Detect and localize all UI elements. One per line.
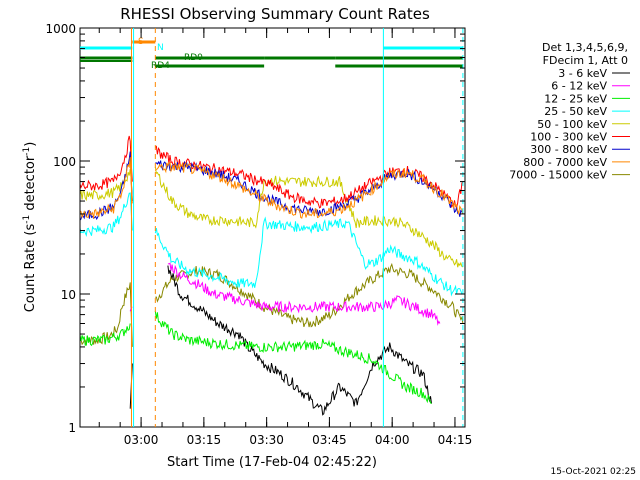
x-tick-label: 03:00: [124, 433, 159, 447]
saa-label: S: [138, 37, 144, 47]
legend-header-1: Det 1,3,4,5,6,9,: [542, 41, 628, 54]
y-axis-label-main: Count Rate (s: [23, 224, 38, 313]
footer-timestamp: 15-Oct-2021 02:25: [551, 467, 636, 477]
series-line-8-seg-0: [79, 157, 133, 219]
x-tick-label: 03:30: [249, 433, 284, 447]
y-tick-label: 10: [61, 288, 76, 302]
rd4-label: RD4: [151, 61, 170, 71]
y-tick-label: 1000: [45, 22, 76, 36]
series-line-3-seg-1: [154, 311, 432, 404]
series-line-7-seg-1: [155, 160, 464, 217]
series-line-6-seg-0: [79, 135, 133, 191]
legend-entry-label: 12 - 25 keV: [544, 92, 607, 105]
legend-entry-label: 6 - 12 keV: [551, 80, 607, 93]
series-line-4-seg-0: [79, 192, 133, 237]
x-tick-label: 04:00: [375, 433, 410, 447]
y-axis-ticks: 1 10 100 1000: [45, 22, 465, 435]
legend-entry-label: 3 - 6 keV: [558, 67, 607, 80]
series-line-2-seg-1: [167, 262, 441, 326]
y-axis-label-mid: detector: [23, 155, 38, 215]
flag-bars: S N RD4 RD0: [80, 28, 464, 427]
series-line-4-seg-1: [154, 216, 463, 297]
series-line-0-seg-1: [155, 262, 464, 328]
legend-entry-label: 800 - 7000 keV: [523, 156, 607, 169]
x-tick-label: 04:15: [438, 433, 473, 447]
legend-entry-label: 300 - 800 keV: [530, 143, 607, 156]
y-tick-label: 100: [53, 155, 76, 169]
x-axis-label: Start Time (17-Feb-04 02:45:22): [167, 455, 377, 470]
plot-frame: [79, 27, 466, 428]
x-tick-label: 03:15: [187, 433, 222, 447]
legend-header-2: FDecim 1, Att 0: [543, 54, 628, 67]
legend-entry-label: 25 - 50 keV: [544, 105, 607, 118]
x-tick-label: 03:45: [312, 433, 347, 447]
legend-entry-label: 50 - 100 keV: [537, 118, 607, 131]
plot-area: [79, 135, 464, 416]
legend: Det 1,3,4,5,6,9, FDecim 1, Att 0 3 - 6 k…: [509, 41, 630, 182]
y-tick-label: 1: [68, 421, 76, 435]
series-line-1-seg-1: [167, 265, 432, 416]
series-line-8-seg-1: [154, 161, 464, 219]
y-axis-label-end: ): [23, 142, 38, 147]
legend-entry-label: 7000 - 15000 keV: [509, 169, 607, 182]
series-line-5-seg-1: [154, 166, 464, 268]
y-axis-label: Count Rate (s-1 detector-1): [22, 142, 38, 313]
series-line-6-seg-1: [154, 145, 464, 210]
y-axis-label-sup1: -1: [22, 215, 32, 224]
night-label: N: [157, 43, 164, 53]
y-axis-label-sup2: -1: [22, 147, 32, 156]
series-line-3-seg-0: [79, 323, 131, 347]
chart-title: RHESSI Observing Summary Count Rates: [120, 5, 430, 23]
legend-entry-label: 100 - 300 keV: [530, 131, 607, 144]
x-axis-ticks: 03:00 03:15 03:30 03:45 04:00 04:15: [98, 28, 473, 447]
rd0-label: RD0: [184, 53, 203, 63]
